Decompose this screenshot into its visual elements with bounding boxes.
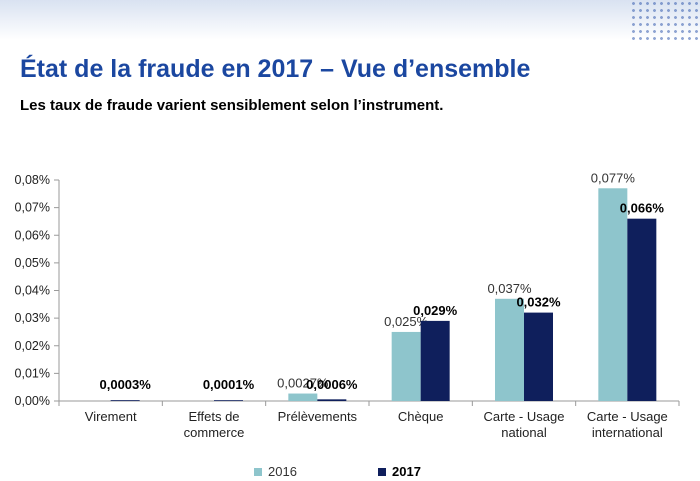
x-tick-label: national xyxy=(501,425,547,440)
data-label-2017: 0,0001% xyxy=(203,377,255,392)
x-tick-label: Carte - Usage xyxy=(484,409,565,424)
data-label-2016: 0,037% xyxy=(487,281,532,296)
y-tick-label: 0,03% xyxy=(15,311,50,325)
bar-2016 xyxy=(495,298,524,401)
data-label-2016: 0,0027% xyxy=(277,376,329,391)
y-tick-label: 0,05% xyxy=(15,256,50,270)
chart-legend: 2016 2017 xyxy=(0,464,700,480)
y-tick-label: 0,06% xyxy=(15,228,50,242)
bar-2017 xyxy=(420,320,450,401)
legend-swatch-2016 xyxy=(254,467,262,476)
x-tick-label: Chèque xyxy=(398,409,444,424)
bar-2016 xyxy=(598,188,628,401)
x-tick-label: international xyxy=(592,425,663,440)
header-dot-pattern xyxy=(630,0,700,40)
data-label-2017: 0,0006% xyxy=(306,377,358,392)
y-tick-label: 0,04% xyxy=(15,284,50,298)
y-tick-label: 0,02% xyxy=(15,339,50,353)
data-label-2017: 0,032% xyxy=(516,295,561,310)
bar-2017 xyxy=(627,218,657,401)
bar-2016 xyxy=(391,331,421,401)
y-tick-label: 0,01% xyxy=(15,366,50,380)
header-band xyxy=(0,0,700,40)
data-label-2017: 0,0003% xyxy=(100,377,152,392)
x-tick-label: commerce xyxy=(184,425,245,440)
bar-2016 xyxy=(288,393,318,401)
bar-2017 xyxy=(524,312,553,401)
x-tick-label: Effets de xyxy=(188,409,239,424)
x-tick-label: Prélèvements xyxy=(278,409,358,424)
data-label-2016: 0,025% xyxy=(384,314,429,329)
data-label-2017: 0,029% xyxy=(413,303,458,318)
legend-item-2016: 2016 xyxy=(254,464,297,479)
bar-2017 xyxy=(110,400,140,401)
y-tick-label: 0,07% xyxy=(15,201,50,215)
x-tick-label: Virement xyxy=(85,409,137,424)
bar-2017 xyxy=(317,399,347,401)
legend-label-2016: 2016 xyxy=(268,464,297,479)
bar-2017 xyxy=(214,400,243,401)
legend-label-2017: 2017 xyxy=(392,464,421,479)
y-tick-label: 0,08% xyxy=(15,173,50,187)
legend-swatch-2017 xyxy=(378,467,386,476)
data-label-2017: 0,066% xyxy=(620,201,665,216)
x-tick-label: Carte - Usage xyxy=(587,409,668,424)
data-label-2016: 0,077% xyxy=(591,170,636,185)
page-title: État de la fraude en 2017 – Vue d’ensemb… xyxy=(20,55,531,83)
legend-item-2017: 2017 xyxy=(378,464,421,479)
y-tick-label: 0,00% xyxy=(15,394,50,408)
page-subtitle: Les taux de fraude varient sensiblement … xyxy=(20,97,444,114)
